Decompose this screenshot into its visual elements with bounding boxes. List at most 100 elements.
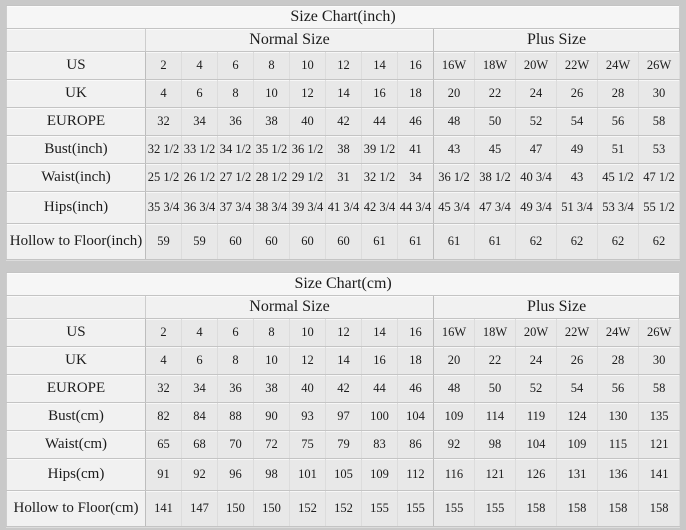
size-value-cell: 59: [181, 223, 218, 260]
size-value-cell: 12: [325, 318, 362, 347]
size-value-cell: 4: [181, 51, 218, 80]
table-body: US 2 4 6 8 10 12 14 16 16W 18W 20W 22W 24W 26W UK 4 6 8 10 1…: [6, 318, 681, 527]
size-value-cell: 16W: [433, 318, 475, 347]
size-value-cell: 24: [515, 79, 557, 108]
size-value-cell: 32 1/2: [145, 135, 182, 164]
size-value-cell: 51: [597, 135, 639, 164]
size-value-cell: 18W: [474, 318, 516, 347]
column-group-row: Normal Size Plus Size: [6, 295, 681, 319]
size-value-cell: 72: [253, 430, 290, 459]
normal-size-header: Normal Size: [145, 295, 434, 319]
size-value-cell: 41: [397, 135, 434, 164]
size-value-cell: 61: [361, 223, 398, 260]
size-value-cell: 96: [217, 458, 254, 491]
group-header-spacer: [6, 295, 146, 319]
size-value-cell: 38: [325, 135, 362, 164]
size-value-cell: 136: [597, 458, 639, 491]
plus-size-header: Plus Size: [432, 28, 681, 52]
size-value-cell: 126: [515, 458, 557, 491]
size-value-cell: 28: [597, 79, 639, 108]
size-chart-cm-table: Size Chart(cm) Normal Size Plus Size US 2…: [5, 272, 681, 527]
size-value-cell: 12: [325, 51, 362, 80]
size-value-cell: 44: [361, 374, 398, 403]
size-value-cell: 55 1/2: [637, 191, 681, 224]
size-value-cell: 30: [637, 79, 681, 108]
plus-size-header: Plus Size: [432, 295, 681, 319]
size-value-cell: 60: [325, 223, 362, 260]
size-value-cell: 12: [289, 346, 326, 375]
size-value-cell: 22W: [556, 318, 598, 347]
size-value-cell: 32: [145, 107, 182, 136]
size-value-cell: 36: [217, 107, 254, 136]
size-value-cell: 20: [433, 79, 475, 108]
size-value-cell: 54: [556, 374, 598, 403]
size-value-cell: 38: [253, 107, 290, 136]
size-value-cell: 14: [361, 51, 398, 80]
size-value-cell: 49 3/4: [515, 191, 557, 224]
size-value-cell: 24W: [597, 51, 639, 80]
size-value-cell: 135: [637, 402, 681, 431]
row-label: Hollow to Floor(cm): [6, 490, 146, 527]
size-value-cell: 50: [474, 374, 516, 403]
size-value-cell: 26: [556, 346, 598, 375]
size-value-cell: 20W: [515, 51, 557, 80]
size-value-cell: 116: [433, 458, 475, 491]
size-value-cell: 42 3/4: [361, 191, 398, 224]
size-value-cell: 104: [515, 430, 557, 459]
size-value-cell: 2: [145, 318, 182, 347]
size-value-cell: 4: [181, 318, 218, 347]
size-value-cell: 150: [217, 490, 254, 527]
size-value-cell: 75: [289, 430, 326, 459]
row-label: Hips(inch): [6, 191, 146, 224]
table-row: US 2 4 6 8 10 12 14 16 16W 18W 20W 22W 24W 26W: [6, 51, 681, 80]
size-value-cell: 52: [515, 107, 557, 136]
size-value-cell: 119: [515, 402, 557, 431]
size-value-cell: 130: [597, 402, 639, 431]
size-value-cell: 10: [253, 79, 290, 108]
size-value-cell: 10: [289, 51, 326, 80]
row-label: EUROPE: [6, 374, 146, 403]
size-value-cell: 109: [433, 402, 475, 431]
size-value-cell: 37 3/4: [217, 191, 254, 224]
size-value-cell: 35 3/4: [145, 191, 182, 224]
size-value-cell: 38: [253, 374, 290, 403]
size-value-cell: 45 1/2: [597, 163, 639, 192]
size-value-cell: 155: [361, 490, 398, 527]
size-value-cell: 100: [361, 402, 398, 431]
size-value-cell: 38 1/2: [474, 163, 516, 192]
size-value-cell: 38 3/4: [253, 191, 290, 224]
size-value-cell: 10: [253, 346, 290, 375]
size-value-cell: 26 1/2: [181, 163, 218, 192]
size-value-cell: 22W: [556, 51, 598, 80]
size-value-cell: 54: [556, 107, 598, 136]
size-value-cell: 27 1/2: [217, 163, 254, 192]
size-value-cell: 36 3/4: [181, 191, 218, 224]
size-value-cell: 92: [433, 430, 475, 459]
size-value-cell: 112: [397, 458, 434, 491]
size-value-cell: 60: [253, 223, 290, 260]
size-value-cell: 90: [253, 402, 290, 431]
size-value-cell: 39 3/4: [289, 191, 326, 224]
size-value-cell: 114: [474, 402, 516, 431]
size-value-cell: 47: [515, 135, 557, 164]
size-value-cell: 124: [556, 402, 598, 431]
size-value-cell: 56: [597, 107, 639, 136]
normal-size-header: Normal Size: [145, 28, 434, 52]
size-value-cell: 42: [325, 107, 362, 136]
size-value-cell: 28 1/2: [253, 163, 290, 192]
row-label: Waist(cm): [6, 430, 146, 459]
size-value-cell: 52: [515, 374, 557, 403]
size-value-cell: 93: [289, 402, 326, 431]
size-value-cell: 91: [145, 458, 182, 491]
size-value-cell: 155: [397, 490, 434, 527]
size-value-cell: 104: [397, 402, 434, 431]
size-value-cell: 18: [397, 79, 434, 108]
size-value-cell: 34: [181, 374, 218, 403]
size-value-cell: 65: [145, 430, 182, 459]
table-title: Size Chart(cm): [5, 272, 681, 296]
size-value-cell: 61: [433, 223, 475, 260]
size-value-cell: 18W: [474, 51, 516, 80]
size-value-cell: 141: [145, 490, 182, 527]
size-value-cell: 32 1/2: [361, 163, 398, 192]
